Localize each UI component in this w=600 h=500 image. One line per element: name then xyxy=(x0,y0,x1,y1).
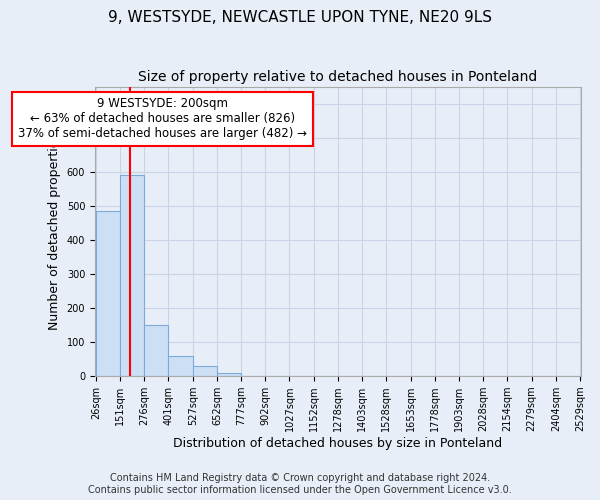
Text: 9 WESTSYDE: 200sqm
← 63% of detached houses are smaller (826)
37% of semi-detach: 9 WESTSYDE: 200sqm ← 63% of detached hou… xyxy=(18,98,307,140)
X-axis label: Distribution of detached houses by size in Ponteland: Distribution of detached houses by size … xyxy=(173,437,502,450)
Bar xyxy=(217,372,241,376)
Text: 9, WESTSYDE, NEWCASTLE UPON TYNE, NE20 9LS: 9, WESTSYDE, NEWCASTLE UPON TYNE, NE20 9… xyxy=(108,10,492,25)
Bar xyxy=(193,366,217,376)
Text: Contains HM Land Registry data © Crown copyright and database right 2024.
Contai: Contains HM Land Registry data © Crown c… xyxy=(88,474,512,495)
Bar xyxy=(144,325,169,376)
Y-axis label: Number of detached properties: Number of detached properties xyxy=(48,133,61,330)
Bar xyxy=(120,175,144,376)
Bar xyxy=(96,211,120,376)
Title: Size of property relative to detached houses in Ponteland: Size of property relative to detached ho… xyxy=(138,70,538,84)
Bar xyxy=(169,356,193,376)
